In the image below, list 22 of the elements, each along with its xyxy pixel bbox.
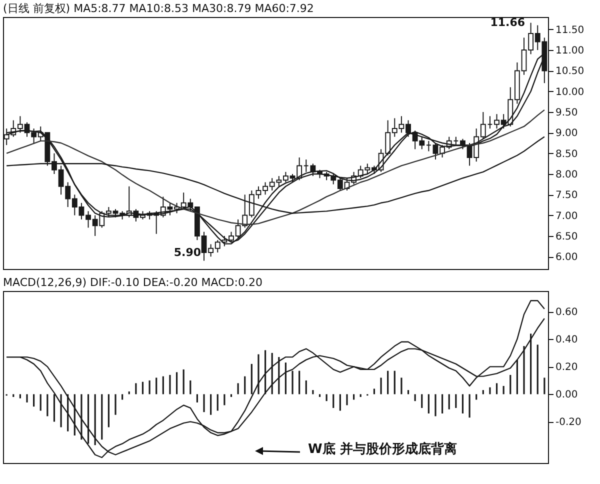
y-tick-label: 8.00 <box>556 169 578 180</box>
y-tick-label: 9.00 <box>556 128 578 140</box>
y-tick-label: 11.00 <box>556 46 584 57</box>
y-tick-label: 0.00 <box>556 390 578 401</box>
annotation: W底 并与股价形成底背离 <box>308 441 457 457</box>
y-tick-label: -0.20 <box>556 417 582 428</box>
y-tick-label: 7.00 <box>556 210 578 222</box>
annotation: 5.90 <box>174 246 202 259</box>
annotation: 11.66 <box>490 16 526 29</box>
y-tick-label: 10.50 <box>556 66 584 78</box>
chart-title: (日线 前复权) MA5:8.77 MA10:8.53 MA30:8.79 MA60:7.92 <box>3 2 314 15</box>
y-tick-label: 0.40 <box>556 334 578 346</box>
y-tick-label: 8.50 <box>556 148 578 160</box>
y-tick-label: 0.20 <box>556 362 578 374</box>
y-tick-label: 7.50 <box>556 190 578 202</box>
y-tick-label: 11.50 <box>556 24 584 36</box>
y-tick-label: 6.50 <box>556 231 578 242</box>
y-tick-label: 10.00 <box>556 86 584 98</box>
y-tick-label: 0.60 <box>556 307 578 318</box>
chart-title: MACD(12,26,9) DIF:-0.10 DEA:-0.20 MACD:0.20 <box>3 276 262 289</box>
y-tick-label: 9.50 <box>556 108 578 119</box>
y-tick-label: 6.00 <box>556 252 578 264</box>
